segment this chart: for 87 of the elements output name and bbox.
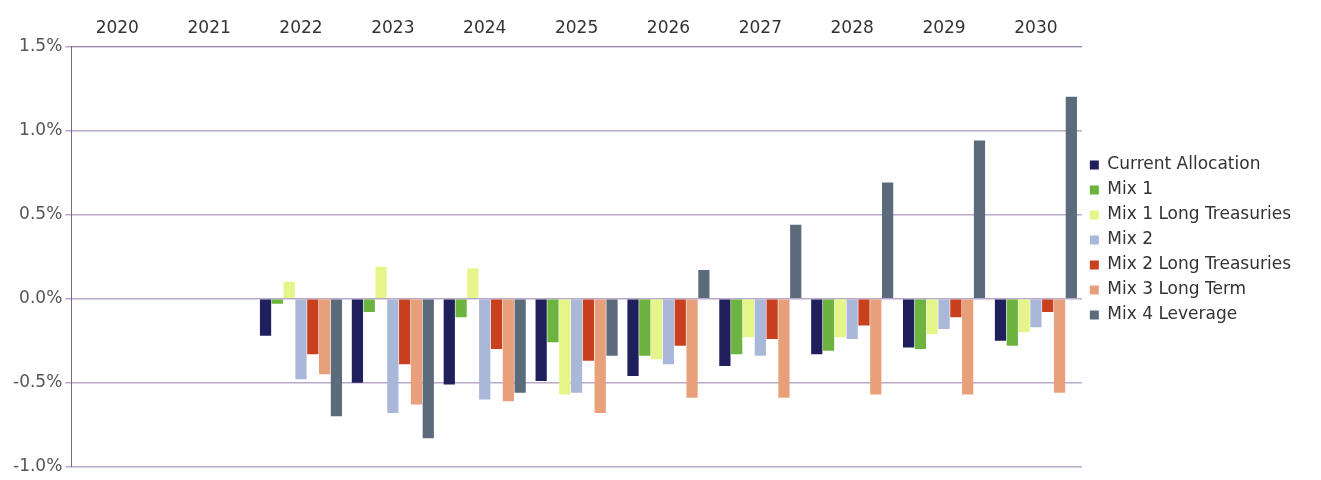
bar xyxy=(1053,299,1066,393)
bar xyxy=(1006,299,1018,346)
bar xyxy=(719,299,731,366)
x-tick-label: 2026 xyxy=(646,16,691,37)
bar xyxy=(822,299,835,351)
bar xyxy=(662,299,675,365)
bar xyxy=(962,299,974,395)
bar xyxy=(627,299,639,376)
bar xyxy=(479,299,491,400)
bar xyxy=(903,299,915,348)
bar xyxy=(731,299,743,355)
bar xyxy=(858,299,870,326)
x-tick-label: 2022 xyxy=(279,16,323,37)
bar xyxy=(582,299,595,361)
bar xyxy=(846,299,858,339)
bar xyxy=(754,299,766,356)
bar xyxy=(387,299,399,413)
y-tick-label: -0.5% xyxy=(13,371,63,392)
bar xyxy=(295,299,307,380)
bar xyxy=(307,299,319,355)
bar xyxy=(606,299,618,356)
bar xyxy=(283,281,295,298)
x-tick-label: 2029 xyxy=(922,16,966,37)
bar xyxy=(834,299,846,338)
bar xyxy=(422,299,434,439)
bar xyxy=(351,299,364,383)
legend-label: Mix 1 Long Treasuries xyxy=(1107,203,1292,224)
bar xyxy=(535,299,547,382)
x-tick-label: 2021 xyxy=(187,16,231,37)
x-tick-label: 2027 xyxy=(738,16,782,37)
legend-label: Mix 1 xyxy=(1107,178,1154,199)
bar xyxy=(514,299,526,393)
bar xyxy=(914,299,927,350)
bar xyxy=(1018,299,1030,333)
bar xyxy=(547,299,559,343)
legend-label: Mix 2 xyxy=(1107,228,1154,249)
bar xyxy=(271,299,283,304)
x-tick-label: 2023 xyxy=(371,16,415,37)
bar xyxy=(570,299,583,393)
y-tick-label: -1.0% xyxy=(13,455,63,476)
bar xyxy=(950,299,962,318)
bar xyxy=(698,270,710,298)
x-tick-label: 2030 xyxy=(1014,16,1058,37)
bar xyxy=(1042,299,1054,313)
bar xyxy=(870,299,882,395)
bar xyxy=(410,299,423,405)
x-tick-label: 2024 xyxy=(463,16,507,37)
x-tick-label: 2025 xyxy=(554,16,599,37)
bar xyxy=(766,299,778,339)
bar xyxy=(639,299,651,356)
x-tick-label: 2028 xyxy=(830,16,874,37)
x-tick-label: 2020 xyxy=(95,16,139,37)
bar xyxy=(259,299,272,336)
bar xyxy=(455,299,467,318)
y-tick-label: 0.5% xyxy=(19,202,63,223)
bar xyxy=(559,299,571,395)
bar xyxy=(811,299,823,355)
bar xyxy=(882,182,894,298)
bar xyxy=(330,299,343,417)
bar xyxy=(490,299,503,350)
bar xyxy=(363,299,375,313)
legend-label: Mix 2 Long Treasuries xyxy=(1107,253,1292,274)
bar xyxy=(674,299,686,346)
legend-label: Mix 3 Long Term xyxy=(1107,278,1247,299)
bar xyxy=(375,266,387,298)
bar xyxy=(319,299,331,375)
bar xyxy=(399,299,411,365)
bar xyxy=(594,299,606,413)
bar xyxy=(973,140,986,298)
y-tick-label: 1.0% xyxy=(19,118,63,139)
bar xyxy=(651,299,663,360)
y-tick-label: 1.5% xyxy=(19,34,63,55)
legend-label: Mix 4 Leverage xyxy=(1107,303,1238,324)
bar xyxy=(994,299,1007,341)
bar xyxy=(790,224,802,298)
bar xyxy=(938,299,950,329)
y-tick-label: 0.0% xyxy=(19,287,63,308)
bar xyxy=(926,299,938,334)
bar xyxy=(686,299,698,398)
bar xyxy=(502,299,514,402)
legend-label: Current Allocation xyxy=(1107,153,1261,174)
bar xyxy=(742,299,755,338)
bar xyxy=(467,268,479,298)
bar xyxy=(1030,299,1042,328)
bar xyxy=(1065,96,1077,298)
bar xyxy=(778,299,790,398)
bar xyxy=(443,299,455,385)
